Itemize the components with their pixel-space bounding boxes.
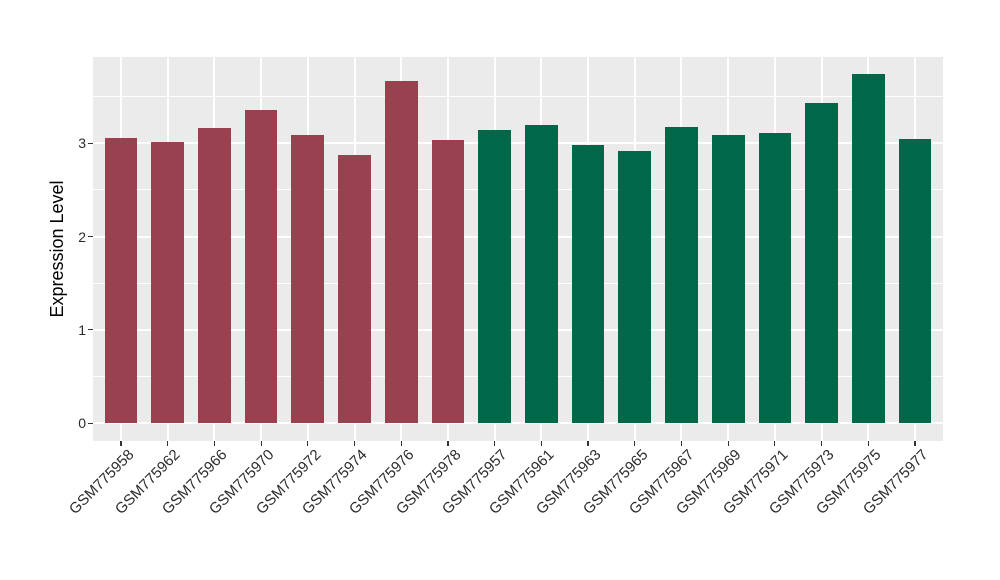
bar — [618, 150, 652, 424]
gridline-minor-y — [93, 376, 943, 378]
x-tick-mark — [120, 441, 122, 446]
gridline-minor-y — [93, 95, 943, 97]
x-tick-mark — [587, 441, 589, 446]
bar — [758, 132, 792, 424]
x-tick-mark — [540, 441, 542, 446]
bar — [431, 140, 465, 424]
x-tick-mark — [867, 441, 869, 446]
bar — [571, 144, 605, 424]
x-tick-mark — [260, 441, 262, 446]
gridline-major-y — [93, 328, 943, 331]
bar — [384, 81, 418, 424]
bar — [198, 128, 231, 424]
x-tick-mark — [353, 441, 356, 446]
y-tick-label: 2 — [78, 228, 86, 245]
bar — [291, 134, 325, 424]
x-tick-mark — [634, 441, 636, 446]
x-tick-mark — [680, 441, 683, 446]
y-tick-mark — [88, 235, 93, 238]
y-tick-mark — [88, 422, 93, 424]
y-tick-label: 3 — [78, 135, 86, 152]
y-axis-title: Expression Level — [47, 180, 67, 318]
gridline-major-y — [93, 235, 943, 238]
bar — [244, 110, 278, 424]
x-tick-mark — [307, 441, 309, 446]
bar — [711, 134, 745, 424]
bar — [898, 139, 932, 424]
bar — [151, 142, 185, 424]
gridline-major-y — [93, 142, 943, 145]
x-tick-mark — [447, 441, 449, 446]
y-tick-label: 1 — [78, 321, 86, 338]
y-tick-label: 0 — [78, 415, 86, 432]
bar — [104, 138, 138, 424]
bar — [851, 73, 885, 424]
y-tick-mark — [88, 142, 93, 144]
gridline-minor-y — [93, 282, 943, 284]
gridline-major-y — [93, 422, 943, 425]
x-tick-mark — [820, 441, 823, 446]
bar — [805, 102, 838, 424]
x-tick-mark — [494, 441, 496, 446]
bar — [525, 125, 558, 424]
x-tick-mark — [727, 441, 729, 446]
gridline-minor-y — [93, 189, 943, 191]
y-tick-mark — [88, 329, 93, 331]
bar — [338, 155, 371, 424]
bar — [665, 127, 698, 424]
bar — [478, 130, 511, 424]
x-tick-mark — [213, 441, 216, 446]
x-tick-mark — [774, 441, 776, 446]
x-tick-mark — [914, 441, 916, 446]
x-tick-mark — [400, 441, 402, 446]
x-tick-mark — [167, 441, 169, 446]
